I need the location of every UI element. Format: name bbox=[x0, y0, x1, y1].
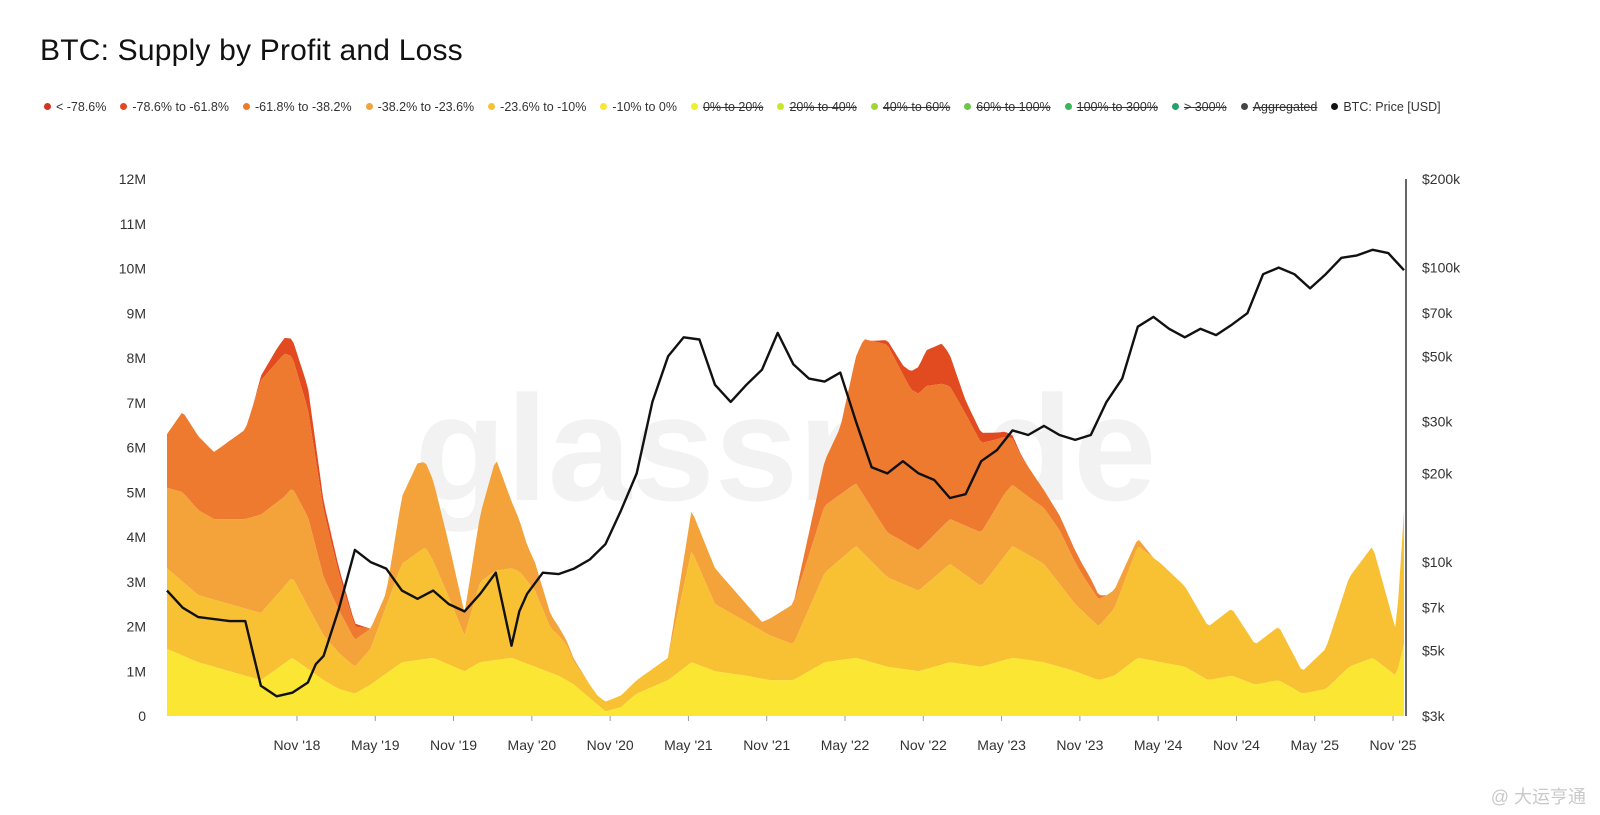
y-left-tick-label: 8M bbox=[127, 350, 146, 366]
y-right-tick-label: $3k bbox=[1422, 708, 1446, 724]
legend-label: 20% to 40% bbox=[789, 99, 857, 114]
y-left-tick-label: 1M bbox=[127, 663, 146, 679]
legend-label: -78.6% to -61.8% bbox=[132, 99, 229, 114]
price-line bbox=[166, 248, 1405, 698]
y-right-tick-label: $10k bbox=[1422, 554, 1453, 570]
x-tick-label: May '19 bbox=[351, 737, 400, 753]
legend-item[interactable]: Aggregated bbox=[1240, 99, 1318, 114]
chart-title: BTC: Supply by Profit and Loss bbox=[40, 34, 463, 67]
x-tick-label: Nov '22 bbox=[900, 737, 947, 753]
legend-item[interactable]: -38.2% to -23.6% bbox=[365, 99, 475, 114]
x-tick-label: May '23 bbox=[977, 737, 1026, 753]
x-tick-label: Nov '25 bbox=[1370, 737, 1417, 753]
legend-item[interactable]: 40% to 60% bbox=[870, 99, 951, 114]
y-left-tick-label: 2M bbox=[127, 619, 146, 635]
legend-dot-icon bbox=[44, 103, 51, 110]
legend-dot-icon bbox=[1331, 103, 1339, 110]
legend-item[interactable]: < -78.6% bbox=[44, 100, 106, 114]
legend-dot-icon bbox=[120, 103, 128, 110]
supply-areas bbox=[167, 337, 1404, 716]
area-series--10-to-0- bbox=[167, 644, 1404, 716]
y-right-tick-label: $5k bbox=[1422, 643, 1446, 659]
legend-label: -23.6% to -10% bbox=[500, 99, 587, 114]
legend-label: 100% to 300% bbox=[1076, 99, 1158, 114]
legend-label: > 300% bbox=[1183, 99, 1227, 114]
x-tick-label: Nov '20 bbox=[587, 737, 634, 753]
legend-dot-icon bbox=[690, 103, 698, 110]
legend-dot-icon bbox=[488, 103, 496, 110]
legend: < -78.6% -78.6% to -61.8% -61.8% to -38.2%… bbox=[44, 99, 1564, 114]
legend-label: -10% to 0% bbox=[612, 99, 677, 114]
legend-item[interactable]: BTC: Price [USD] bbox=[1331, 99, 1441, 114]
x-tick-label: Nov '24 bbox=[1213, 737, 1260, 753]
legend-item[interactable]: > 300% bbox=[1171, 99, 1227, 114]
x-tick-label: May '24 bbox=[1134, 737, 1183, 753]
legend-dot-icon bbox=[1240, 103, 1248, 110]
y-left-tick-label: 7M bbox=[127, 395, 146, 411]
area-series--61-8-to-38-2- bbox=[167, 339, 1404, 702]
x-tick-label: Nov '18 bbox=[273, 737, 320, 753]
legend-dot-icon bbox=[1171, 103, 1179, 110]
legend-label: BTC: Price [USD] bbox=[1343, 99, 1441, 114]
legend-item[interactable]: 100% to 300% bbox=[1064, 99, 1158, 114]
x-tick-label: Nov '23 bbox=[1056, 737, 1103, 753]
legend-label: 60% to 100% bbox=[976, 99, 1051, 114]
y-left-tick-label: 3M bbox=[127, 574, 146, 590]
y-right-tick-label: $50k bbox=[1422, 348, 1453, 364]
y-right-tick-label: $30k bbox=[1422, 414, 1453, 430]
credit-watermark: @ 大运亨通 bbox=[1490, 787, 1586, 807]
legend-dot-icon bbox=[870, 103, 878, 110]
y-left-tick-label: 4M bbox=[127, 529, 146, 545]
price-line-layer bbox=[166, 248, 1405, 698]
legend-label: Aggregated bbox=[1252, 99, 1318, 114]
legend-label: < -78.6% bbox=[56, 99, 107, 114]
legend-label: -61.8% to -38.2% bbox=[254, 99, 352, 114]
x-tick-label: May '21 bbox=[664, 737, 713, 753]
y-left-tick-label: 10M bbox=[119, 261, 146, 277]
legend-label: -38.2% to -23.6% bbox=[377, 99, 475, 114]
y-right-tick-label: $7k bbox=[1422, 600, 1446, 616]
x-tick-label: Nov '21 bbox=[743, 737, 790, 753]
legend-dot-icon bbox=[964, 103, 972, 110]
legend-dot-icon bbox=[1064, 103, 1072, 110]
legend-label: 40% to 60% bbox=[882, 99, 951, 114]
y-left-tick-label: 0 bbox=[138, 708, 146, 724]
x-tick-label: Nov '19 bbox=[430, 737, 477, 753]
legend-dot-icon bbox=[600, 103, 608, 110]
legend-label: 0% to 20% bbox=[702, 99, 764, 114]
y-left-tick-label: 12M bbox=[119, 171, 146, 187]
x-tick-label: May '22 bbox=[821, 737, 870, 753]
y-left-tick-label: 9M bbox=[127, 305, 146, 321]
legend-dot-icon bbox=[777, 103, 785, 110]
legend-item[interactable]: -61.8% to -38.2% bbox=[242, 99, 352, 114]
legend-dot-icon bbox=[242, 103, 250, 110]
legend-item[interactable]: 60% to 100% bbox=[964, 99, 1051, 114]
legend-dot-icon bbox=[365, 103, 373, 110]
y-right-tick-label: $70k bbox=[1422, 305, 1453, 321]
y-left-tick-label: 6M bbox=[127, 440, 146, 456]
legend-item[interactable]: 20% to 40% bbox=[777, 99, 857, 114]
x-tick-label: May '25 bbox=[1290, 737, 1339, 753]
legend-item[interactable]: -10% to 0% bbox=[600, 100, 677, 114]
legend-item[interactable]: -23.6% to -10% bbox=[488, 100, 586, 114]
y-left-tick-label: 11M bbox=[120, 216, 146, 232]
y-right-tick-label: $100k bbox=[1422, 260, 1461, 276]
y-left-tick-label: 5M bbox=[127, 484, 146, 500]
area-series--23-6-to-10- bbox=[167, 510, 1404, 712]
axes: 0 1M 2M 3M 4M 5M 6M 7M 8M 9M 10M 11M 12M $3k $5k $7k $10… bbox=[119, 171, 1461, 753]
legend-item[interactable]: 0% to 20% bbox=[690, 99, 764, 114]
y-right-tick-label: $200k bbox=[1422, 171, 1461, 187]
legend-item[interactable]: -78.6% to -61.8% bbox=[120, 100, 229, 114]
x-tick-label: May '20 bbox=[508, 737, 557, 753]
y-right-tick-label: $20k bbox=[1422, 465, 1453, 481]
